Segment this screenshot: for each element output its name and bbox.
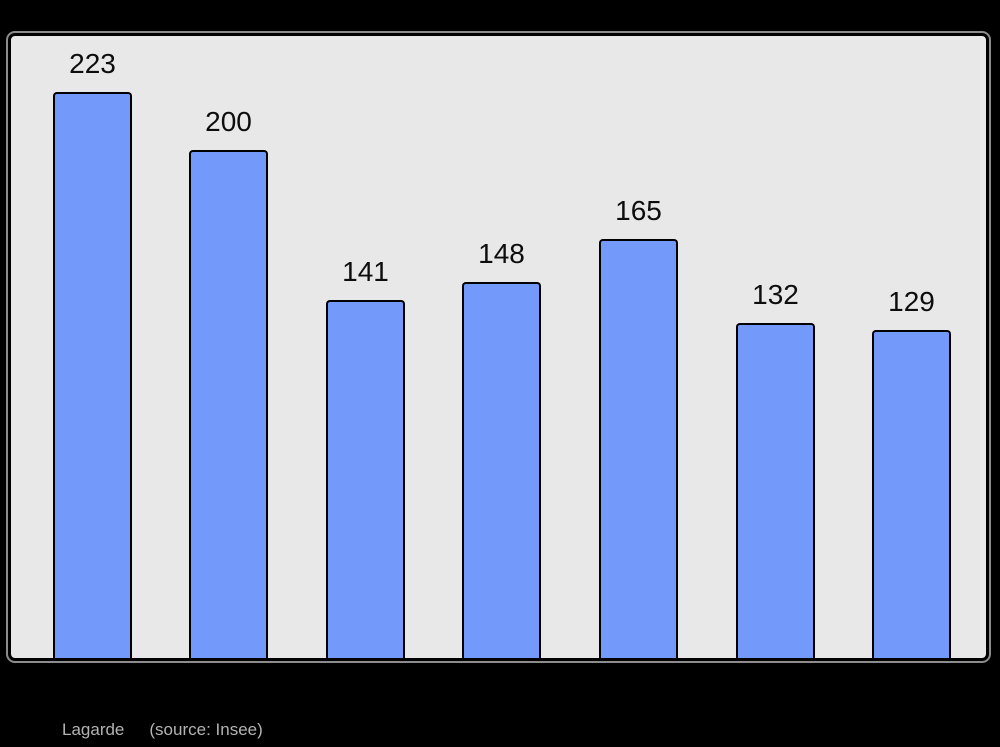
bar-value-label: 132: [752, 279, 799, 310]
bar-value-label: 165: [615, 195, 662, 226]
bar-value-label: 129: [888, 286, 935, 317]
bar: [599, 239, 678, 658]
bar-group: 200: [189, 106, 268, 658]
bar-value-label: 141: [342, 256, 389, 287]
caption-source: (source: Insee): [149, 720, 263, 739]
plot-area: 223 200 141 148 165 132 129: [11, 36, 986, 658]
bar: [736, 323, 815, 658]
bar-group: 223: [53, 48, 132, 658]
bar-value-label: 200: [205, 106, 252, 137]
bar: [53, 92, 132, 658]
bar-group: 141: [326, 256, 405, 658]
bar: [872, 330, 951, 658]
chart-panel: 223 200 141 148 165 132 129: [8, 33, 989, 661]
bar-group: 129: [872, 286, 951, 658]
bar: [326, 300, 405, 658]
chart-caption: Lagarde (source: Insee): [62, 719, 263, 740]
bar-group: 165: [599, 195, 678, 658]
bar-group: 132: [736, 279, 815, 658]
bar: [462, 282, 541, 658]
bar-group: 148: [462, 238, 541, 658]
bar-value-label: 223: [69, 48, 116, 79]
bar-value-label: 148: [478, 238, 525, 269]
bar: [189, 150, 268, 658]
caption-name: Lagarde: [62, 720, 125, 739]
